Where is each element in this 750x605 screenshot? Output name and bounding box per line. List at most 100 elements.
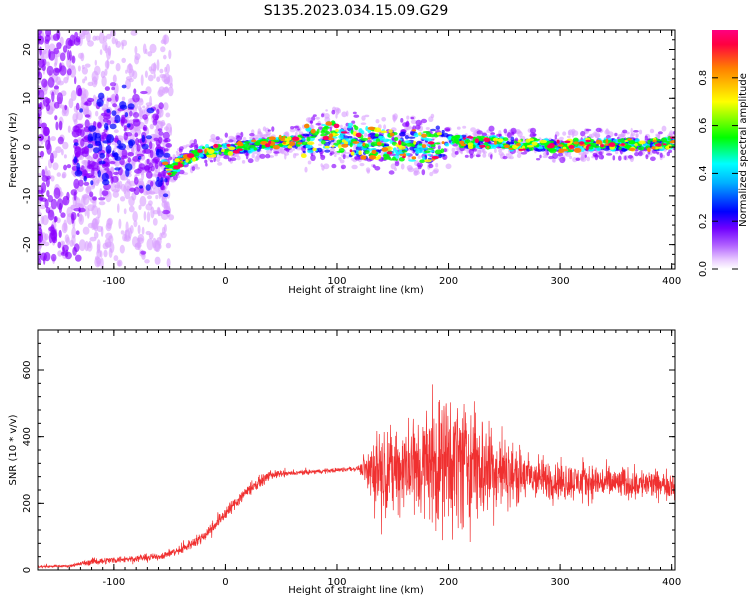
spectrogram-cell: [146, 158, 150, 165]
spectrogram-cell: [73, 142, 79, 146]
snr-x-tick-label: 400: [662, 577, 681, 588]
spectrogram-cell: [136, 144, 141, 152]
spectrogram-cell: [147, 51, 153, 57]
spectrogram-cell: [638, 140, 646, 145]
spectrogram-cell: [169, 165, 173, 168]
spectrogram-cell: [41, 78, 48, 88]
spectrogram-cell: [152, 113, 160, 121]
spectrogram-cell: [95, 110, 99, 117]
spectrogram-cell: [516, 153, 522, 159]
spectrogram-cell: [144, 165, 150, 171]
spectrogram-cell: [364, 150, 370, 155]
colorbar: 0.0 0.2 0.4 0.6 0.8 Normalized spectral ampl…: [698, 30, 749, 277]
colorbar-tick-label: 0.2: [698, 213, 709, 229]
spectrogram-cell: [159, 68, 164, 74]
spectrogram-cell: [40, 197, 47, 202]
spectrogram-cell: [228, 146, 236, 151]
spectrogram-cell: [38, 235, 42, 245]
spectrogram-cell: [80, 96, 85, 103]
spectrogram-cell: [483, 142, 489, 146]
spectrogram-cell: [104, 44, 108, 54]
spectrogram-cell: [441, 141, 445, 145]
spectrogram-cell: [50, 198, 58, 210]
spectrogram-cell: [168, 49, 172, 60]
spectrogram-cell: [41, 175, 49, 182]
spectrogram-cell: [240, 131, 244, 138]
spectrogram-cell: [375, 119, 380, 124]
spectrogram-cell: [94, 59, 98, 66]
spectrogram-cell: [331, 109, 336, 115]
spectrogram-cell: [464, 139, 471, 144]
spectrogram-cell: [46, 65, 54, 76]
spectrogram-cell: [133, 220, 138, 228]
spectrogram-cell: [163, 152, 171, 158]
spectrogram-cell: [241, 160, 246, 164]
spectrogram-cell: [50, 175, 55, 182]
spectrogram-cell: [126, 179, 131, 184]
spectrogram-cell: [156, 76, 161, 82]
spectrogram-cell: [146, 238, 154, 251]
spectrogram-cell: [318, 138, 323, 142]
spectrogram-cell: [492, 137, 499, 142]
spectrogram-cell: [474, 138, 479, 144]
spectrogram-cell: [148, 232, 154, 240]
spectrogram-cell: [302, 133, 310, 137]
spectrogram-cell: [185, 144, 191, 148]
spectrogram-cell: [282, 135, 286, 138]
spectrogram-cell: [265, 153, 271, 159]
spectrogram-cell: [164, 200, 167, 208]
spectrogram-cell: [337, 144, 342, 149]
spectrogram-cell: [358, 150, 362, 156]
spectrogram-cell: [64, 104, 68, 111]
spectrogram-cell: [39, 46, 42, 56]
spectrogram-cell: [162, 193, 169, 198]
spectrogram-cell: [119, 244, 125, 254]
spectrogram-cell: [114, 247, 122, 255]
spectrogram-cell: [494, 148, 497, 154]
snr-x-tick-label: 100: [327, 577, 346, 588]
spectrogram-cell: [356, 143, 363, 148]
spectrogram-cell: [99, 49, 103, 56]
spectrogram-cell: [134, 132, 139, 138]
spectrogram-cell: [637, 146, 645, 151]
spectrogram-cell: [644, 135, 648, 141]
spectrogram-cell: [428, 134, 436, 138]
spectrogram-cell: [340, 124, 343, 129]
spectrogram-cell: [78, 179, 84, 187]
spectrogram-cell: [595, 127, 602, 133]
spectrogram-cell: [430, 113, 435, 119]
spectrogram-cell: [104, 86, 110, 91]
spectrogram-cell: [230, 157, 237, 161]
spectrogram-cell: [291, 136, 300, 141]
spectrogram-cell: [584, 154, 587, 158]
spectrogram-cell: [466, 149, 470, 154]
spectrogram-cell: [121, 57, 126, 64]
spectrogram-cell: [78, 207, 86, 213]
spectrogram-cell: [585, 128, 592, 132]
spectrogram-cell: [98, 92, 105, 100]
spectrogram-cell: [124, 163, 133, 171]
spectrogram-cell: [164, 138, 171, 143]
spectrogram-cell: [97, 207, 101, 219]
spectrogram-cell: [312, 147, 317, 152]
spectrogram-cell: [51, 91, 55, 102]
spectrogram-cell: [213, 156, 216, 163]
spectrogram-cell: [51, 236, 58, 244]
spectrogram-cell: [111, 86, 115, 91]
spectrogram-cell: [61, 148, 64, 156]
spectrogram-cell: [150, 63, 157, 72]
spectrogram-cell: [598, 151, 603, 155]
spectrogram-cell: [226, 143, 231, 147]
spectrogram-cell: [529, 127, 537, 134]
spectrogram-cell: [462, 137, 466, 140]
spectrogram-cell: [74, 147, 82, 152]
spectrogram-cell: [120, 230, 125, 235]
spectrogram-cell: [210, 154, 217, 158]
spectrogram-cell: [82, 30, 90, 36]
spectrogram-cell: [355, 145, 364, 151]
spectrogram-cell: [394, 137, 399, 141]
spectrogram-cell: [74, 170, 83, 177]
spectrogram-cell: [366, 158, 372, 162]
spectrogram-cell: [47, 209, 55, 221]
spectrogram-cell: [369, 155, 377, 160]
